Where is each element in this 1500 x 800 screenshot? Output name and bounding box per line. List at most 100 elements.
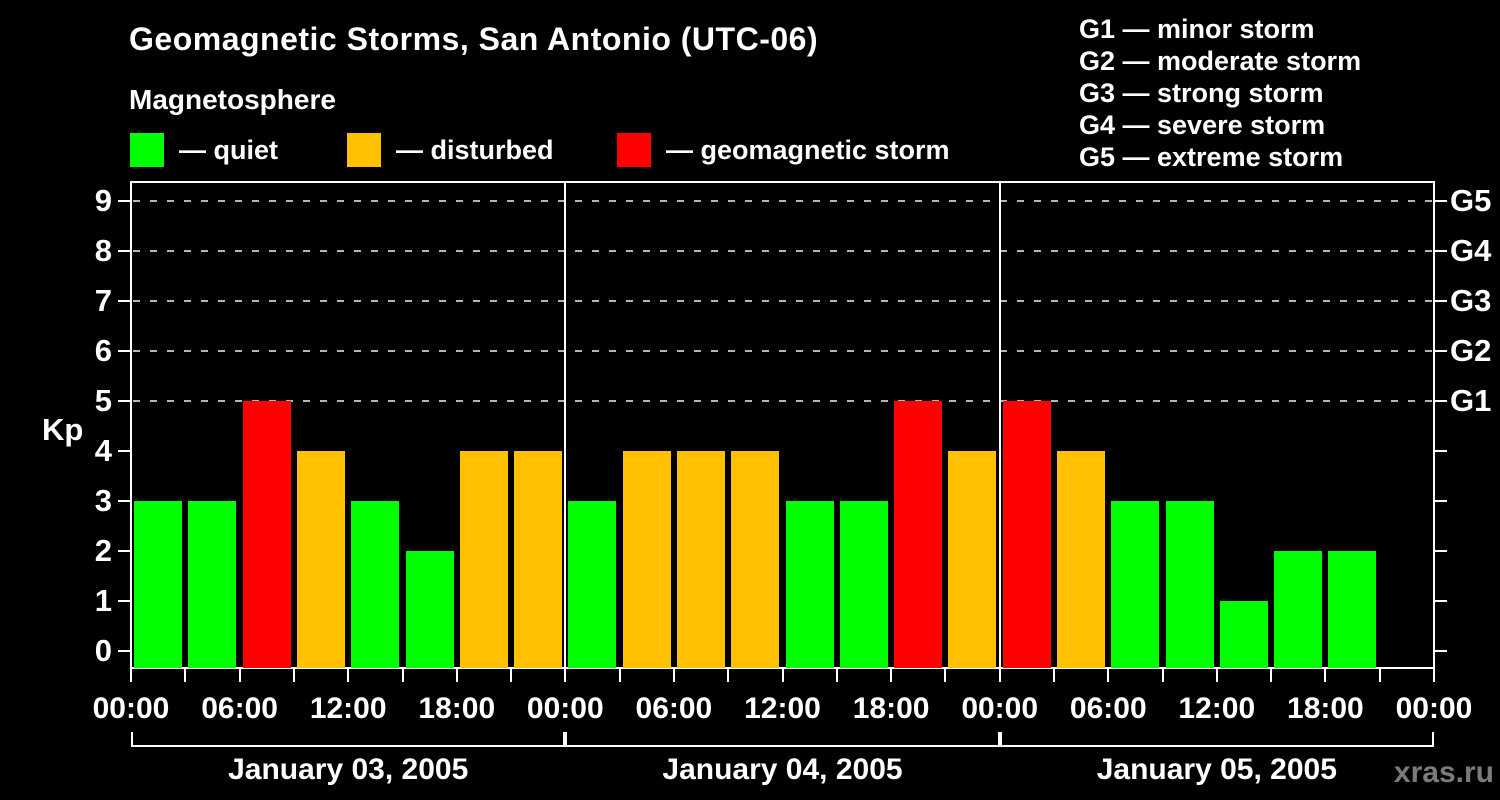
kp-bar xyxy=(894,401,943,668)
kp-bar xyxy=(1165,501,1214,668)
y-axis-title: Kp xyxy=(42,412,84,447)
date-bracket-end xyxy=(999,732,1002,747)
x-axis-tick xyxy=(564,668,567,682)
kp-bar xyxy=(514,451,563,668)
right-axis-tick xyxy=(1434,500,1447,502)
x-axis-tick xyxy=(238,668,241,682)
right-axis-tick xyxy=(1434,400,1447,402)
legend-label: — disturbed xyxy=(396,134,554,165)
g-scale-tick-label: G1 xyxy=(1450,383,1492,418)
y-axis-tick xyxy=(118,600,131,602)
kp-bar xyxy=(1002,401,1051,668)
y-axis-tick xyxy=(118,550,131,552)
right-axis-tick xyxy=(1434,250,1447,252)
kp-bar xyxy=(1057,451,1106,668)
x-axis-tick xyxy=(1378,668,1381,682)
x-tick-label: 00:00 xyxy=(526,692,604,725)
x-axis-tick xyxy=(1324,668,1327,682)
y-tick-label: 3 xyxy=(94,483,112,518)
date-bracket-end xyxy=(563,732,566,747)
x-tick-label: 00:00 xyxy=(1395,692,1473,725)
legend-item-disturbed: — disturbed xyxy=(347,133,554,167)
kp-bar xyxy=(1111,501,1160,668)
x-tick-label: 00:00 xyxy=(92,692,170,725)
y-axis-tick xyxy=(118,500,131,502)
right-axis-tick xyxy=(1434,650,1447,652)
x-tick-label: 12:00 xyxy=(1178,692,1256,725)
x-axis-tick xyxy=(292,668,295,682)
x-axis-tick xyxy=(781,668,784,682)
x-axis-tick xyxy=(347,668,350,682)
storm-scale-legend: G1 — minor storm G2 — moderate storm G3 … xyxy=(1079,13,1361,173)
legend-item-storm: — geomagnetic storm xyxy=(617,133,950,167)
g-scale-tick-label: G4 xyxy=(1450,233,1492,268)
y-tick-label: 1 xyxy=(94,583,112,618)
kp-bar xyxy=(731,451,780,668)
storm-scale-line-g5: G5 — extreme storm xyxy=(1079,142,1344,172)
x-axis-tick xyxy=(835,668,838,682)
date-bracket xyxy=(131,745,566,747)
right-axis-tick xyxy=(1434,450,1447,452)
right-axis-tick xyxy=(1434,600,1447,602)
kp-bar xyxy=(134,501,183,668)
y-axis-tick xyxy=(118,200,131,202)
y-tick-label: 0 xyxy=(94,633,112,668)
y-tick-label: 9 xyxy=(94,183,112,218)
x-axis-tick xyxy=(401,668,404,682)
watermark: xras.ru xyxy=(1393,756,1494,789)
x-axis-tick xyxy=(510,668,512,682)
kp-bar xyxy=(188,501,237,668)
gridline-kp9 xyxy=(133,200,1432,202)
day-separator xyxy=(998,182,1001,668)
legend-item-quiet: — quiet xyxy=(130,133,278,167)
x-axis-tick xyxy=(618,668,621,682)
x-tick-label: 12:00 xyxy=(309,692,387,725)
gridline-kp6 xyxy=(133,350,1432,352)
x-axis-tick xyxy=(727,668,730,682)
gridline-kp7 xyxy=(133,300,1432,302)
kp-bar xyxy=(676,451,725,668)
day-separator xyxy=(564,182,567,668)
date-bracket-end xyxy=(131,732,133,747)
x-axis-tick xyxy=(944,668,947,682)
kp-bar xyxy=(296,451,345,668)
storm-swatch-icon xyxy=(617,133,651,167)
kp-bar xyxy=(622,451,671,668)
kp-bar xyxy=(242,401,291,668)
y-tick-label: 6 xyxy=(94,333,112,368)
x-axis-tick xyxy=(1161,668,1164,682)
x-axis-tick xyxy=(1107,668,1110,682)
g-scale-tick-label: G2 xyxy=(1450,333,1492,368)
x-axis-tick xyxy=(184,668,187,682)
chart-title: Geomagnetic Storms, San Antonio (UTC-06) xyxy=(129,21,819,57)
x-axis-tick xyxy=(890,668,893,682)
plot-area xyxy=(130,181,1435,669)
right-axis-tick xyxy=(1434,350,1447,352)
kp-bar xyxy=(1328,551,1377,668)
x-axis-tick xyxy=(130,668,132,682)
y-axis-tick xyxy=(118,650,131,652)
storm-scale-line-g4: G4 — severe storm xyxy=(1079,110,1326,140)
x-axis-tick xyxy=(1270,668,1273,682)
kp-bar xyxy=(568,501,617,668)
x-tick-label: 18:00 xyxy=(418,692,496,725)
y-axis-tick xyxy=(118,300,131,302)
y-tick-label: 7 xyxy=(94,283,112,318)
x-axis-tick xyxy=(455,668,458,682)
x-axis-tick xyxy=(1053,668,1055,682)
y-tick-label: 2 xyxy=(94,533,112,568)
x-axis-tick xyxy=(1215,668,1218,682)
x-tick-label: 18:00 xyxy=(852,692,930,725)
right-axis-tick xyxy=(1434,550,1447,552)
x-tick-label: 18:00 xyxy=(1287,692,1364,725)
storm-scale-line-g3: G3 — strong storm xyxy=(1079,78,1324,108)
storm-scale-line-g2: G2 — moderate storm xyxy=(1079,46,1362,76)
y-axis-tick xyxy=(118,400,131,402)
kp-bar xyxy=(351,501,400,668)
x-tick-label: 06:00 xyxy=(635,692,713,725)
date-bracket-end xyxy=(1432,732,1434,747)
legend-label: — quiet xyxy=(179,134,278,165)
quiet-swatch-icon xyxy=(130,133,164,167)
date-label: January 05, 2005 xyxy=(1096,753,1337,786)
